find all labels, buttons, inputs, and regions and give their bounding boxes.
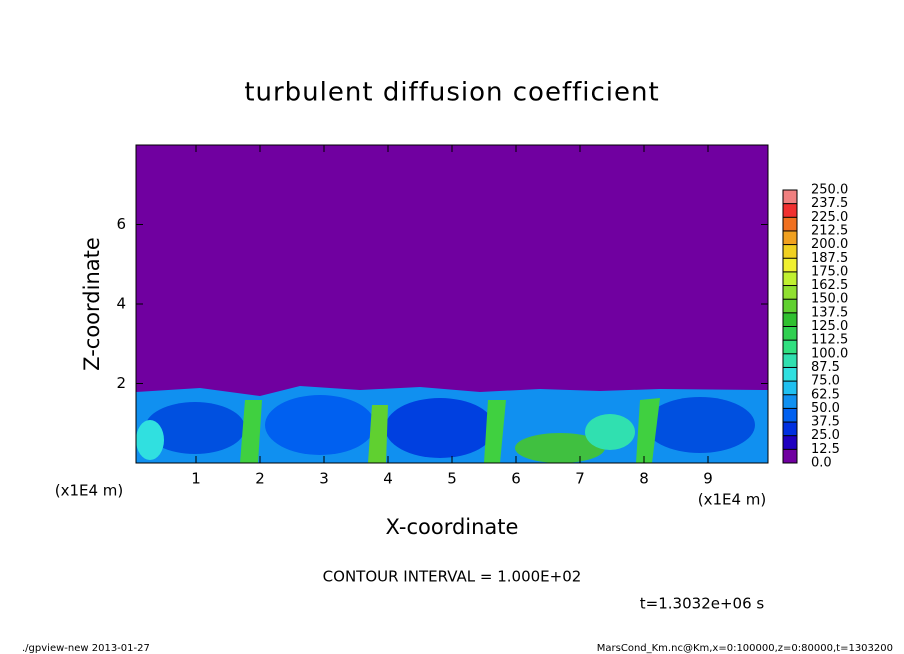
x-tick-label: 1 [191, 470, 201, 488]
colorbar-band [783, 285, 797, 300]
colorbar-tick-label: 237.5 [811, 196, 848, 211]
field-shape [136, 420, 164, 460]
colorbar-band [783, 271, 797, 286]
field-shape [265, 395, 375, 455]
colorbar-tick-label: 100.0 [811, 346, 848, 361]
colorbar-tick-label: 0.0 [811, 456, 832, 471]
colorbar-tick-label: 62.5 [811, 387, 840, 402]
x-tick-label: 7 [575, 470, 585, 488]
colorbar-band [783, 258, 797, 272]
colorbar-tick-label: 25.0 [811, 428, 840, 443]
colorbar-band [783, 299, 797, 313]
colorbar-band [783, 367, 797, 382]
field-shape [145, 402, 245, 454]
field-shape [240, 400, 262, 463]
colorbar-tick-label: 200.0 [811, 237, 848, 252]
field [136, 145, 768, 463]
field-shape [585, 414, 635, 450]
y-tick-label: 6 [116, 215, 126, 233]
field-shape [385, 398, 495, 458]
field-shape [368, 405, 388, 463]
y-axis-label: Z-coordinate [80, 237, 104, 371]
x-unit-label: (x1E4 m) [698, 491, 767, 509]
y-tick-label: 4 [116, 295, 126, 313]
y-tick-label: 2 [116, 374, 126, 392]
colorbar-tick-label: 175.0 [811, 264, 848, 279]
colorbar-tick-label: 137.5 [811, 305, 848, 320]
x-tick-label: 2 [255, 470, 265, 488]
colorbar-band [783, 435, 797, 450]
x-unit-label: (x1E4 m) [55, 482, 124, 500]
colorbar-tick-label: 150.0 [811, 292, 848, 307]
colorbar-band [783, 244, 797, 259]
footer-left: ./gpview-new 2013-01-27 [22, 643, 150, 654]
x-axis-label: X-coordinate [386, 515, 519, 539]
colorbar-band [783, 422, 797, 436]
x-tick-label: 3 [319, 470, 329, 488]
field-shape [515, 433, 605, 463]
colorbar-band [783, 381, 797, 395]
colorbar-frame [782, 189, 798, 464]
colorbar-band [783, 340, 797, 354]
colorbar-tick-label: 37.5 [811, 415, 840, 430]
colorbar-tick-label: 75.0 [811, 374, 840, 389]
colorbar-tick-label: 250.0 [811, 183, 848, 198]
x-tick-label: 9 [703, 470, 713, 488]
field-shape [636, 398, 660, 463]
colorbar-tick-label: 187.5 [811, 251, 848, 266]
colorbar-tick-label: 87.5 [811, 360, 840, 375]
colorbar-band [783, 449, 797, 463]
field-shape [484, 400, 506, 463]
colorbar-band [783, 353, 797, 368]
colorbar-tick-label: 112.5 [811, 333, 848, 348]
field-shape [645, 397, 755, 453]
colorbar-band [783, 312, 797, 327]
colorbar-tick-label: 12.5 [811, 442, 840, 457]
colorbar-band [783, 326, 797, 341]
time-label: t=1.3032e+06 s [640, 595, 765, 613]
colorbar-tick-label: 225.0 [811, 210, 848, 225]
contour-interval: CONTOUR INTERVAL = 1.000E+02 [323, 568, 582, 586]
colorbar-band [783, 408, 797, 423]
colorbar-tick-label: 162.5 [811, 278, 848, 293]
colorbar-tick-label: 212.5 [811, 223, 848, 238]
x-tick-label: 5 [447, 470, 457, 488]
x-tick-label: 4 [383, 470, 393, 488]
colorbar-band [783, 217, 797, 231]
colorbar-tick-label: 50.0 [811, 401, 840, 416]
x-tick-label: 8 [639, 470, 649, 488]
colorbar-band [783, 230, 797, 245]
footer-right: MarsCond_Km.nc@Km,x=0:100000,z=0:80000,t… [597, 643, 893, 654]
chart-title: turbulent diffusion coefficient [244, 78, 659, 108]
colorbar-band [783, 203, 797, 218]
x-tick-label: 6 [511, 470, 521, 488]
colorbar-tick-label: 125.0 [811, 319, 848, 334]
colorbar-band [783, 190, 797, 204]
colorbar-band [783, 394, 797, 409]
